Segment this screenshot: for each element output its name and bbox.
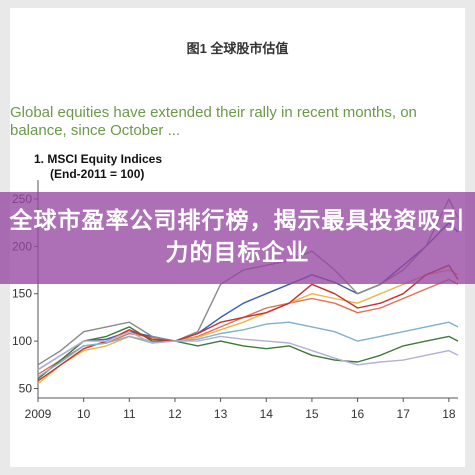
x-tick-label: 18	[442, 407, 456, 421]
x-tick-label: 11	[123, 407, 136, 421]
series-line-3	[37, 269, 459, 385]
panel-title: 1. MSCI Equity Indices	[34, 152, 163, 166]
panel-subtitle: (End-2011 = 100)	[50, 167, 145, 181]
panel-title-block: 1. MSCI Equity Indices (End-2011 = 100)	[34, 152, 162, 182]
x-tick-label: 2009	[25, 407, 52, 421]
x-tick-label: 12	[168, 407, 182, 421]
figure-subtitle: Global equities have extended their rall…	[10, 104, 417, 139]
series-line-7	[37, 321, 459, 378]
series-line-8	[37, 331, 459, 371]
series-line-1	[37, 278, 459, 375]
y-tick-label: 50	[19, 382, 33, 396]
x-tick-label: 17	[397, 407, 411, 421]
x-tick-label: 15	[305, 407, 319, 421]
x-tick-label: 16	[351, 407, 365, 421]
y-tick-label: 150	[12, 287, 32, 301]
x-tick-label: 14	[260, 407, 274, 421]
y-tick-label: 100	[12, 334, 32, 348]
series-line-4	[37, 326, 459, 380]
banner-headline: 全球市盈率公司排行榜，揭示最具投资吸引力的目标企业	[9, 207, 466, 265]
x-tick-label: 10	[77, 407, 91, 421]
x-tick-layer: 2009 10 11 12 13 14 15 16 17 18	[25, 398, 456, 421]
figure-title: 图1 全球股市估值	[186, 41, 289, 56]
x-tick-label: 13	[214, 407, 228, 421]
overlay-banner: 全球市盈率公司排行榜，揭示最具投资吸引力的目标企业	[0, 192, 475, 284]
